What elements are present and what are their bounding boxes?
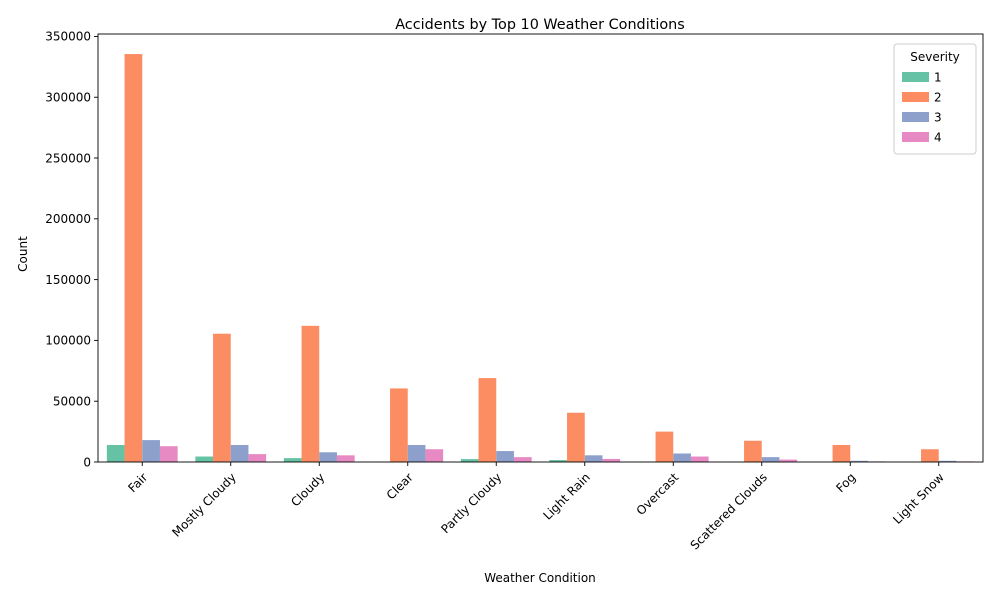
- y-axis-title: Count: [16, 236, 30, 272]
- x-axis: Fair Mostly Cloudy Cloudy Clear Partly Cloud…: [125, 462, 947, 553]
- y-tick-label: 50000: [53, 395, 91, 409]
- bar-scattered-clouds-severity-2: [744, 441, 762, 462]
- bar-clear-severity-4: [425, 449, 443, 462]
- legend-label-severity-2: 2: [934, 91, 942, 105]
- bar-cloudy-severity-1: [284, 458, 302, 462]
- x-tick-label: Mostly Cloudy: [169, 470, 238, 539]
- bar-partly-cloudy-severity-2: [479, 378, 497, 462]
- x-axis-title: Weather Condition: [484, 571, 596, 585]
- x-tick-label: Overcast: [634, 470, 682, 518]
- bar-fair-severity-3: [142, 440, 160, 462]
- y-axis: 0 50000 100000 150000 200000 250000 300000 3500…: [45, 30, 98, 470]
- y-tick-label: 300000: [45, 91, 91, 105]
- bar-light-rain-severity-2: [567, 413, 585, 462]
- legend-label-severity-3: 3: [934, 111, 942, 125]
- bar-overcast-severity-2: [656, 432, 674, 462]
- bar-light-snow-severity-2: [921, 449, 939, 462]
- legend: Severity 1 2 3 4: [894, 44, 976, 154]
- legend-title: Severity: [910, 50, 960, 64]
- bar-cloudy-severity-3: [319, 452, 337, 462]
- bar-overcast-severity-3: [673, 453, 691, 462]
- bars-layer: [107, 54, 974, 462]
- legend-label-severity-1: 1: [934, 71, 942, 85]
- bar-mostly-cloudy-severity-2: [213, 334, 231, 462]
- legend-swatch-severity-2: [902, 92, 929, 102]
- x-tick-label: Clear: [384, 470, 416, 502]
- y-tick-label: 250000: [45, 151, 91, 165]
- bar-cloudy-severity-2: [302, 326, 320, 462]
- bar-mostly-cloudy-severity-3: [231, 445, 249, 462]
- legend-swatch-severity-1: [902, 72, 929, 82]
- chart-title: Accidents by Top 10 Weather Conditions: [395, 17, 685, 33]
- bar-light-rain-severity-3: [585, 455, 603, 462]
- x-tick-label: Cloudy: [288, 470, 327, 509]
- bar-fog-severity-2: [833, 445, 851, 462]
- bar-mostly-cloudy-severity-4: [248, 454, 266, 462]
- x-tick-label: Light Snow: [890, 470, 947, 527]
- x-tick-label: Light Rain: [540, 470, 592, 522]
- y-tick-label: 200000: [45, 212, 91, 226]
- y-tick-label: 100000: [45, 334, 91, 348]
- legend-swatch-severity-4: [902, 132, 929, 142]
- bar-clear-severity-2: [390, 388, 408, 462]
- bar-cloudy-severity-4: [337, 455, 355, 462]
- bar-fair-severity-2: [125, 54, 143, 462]
- bar-overcast-severity-4: [691, 457, 709, 462]
- y-tick-label: 350000: [45, 30, 91, 44]
- bar-clear-severity-3: [408, 445, 426, 462]
- x-tick-label: Partly Cloudy: [438, 470, 504, 536]
- bar-fair-severity-1: [107, 445, 125, 462]
- x-tick-label: Fog: [833, 470, 858, 495]
- bar-mostly-cloudy-severity-1: [195, 457, 213, 462]
- bar-light-rain-severity-4: [602, 459, 620, 462]
- bar-scattered-clouds-severity-3: [762, 457, 780, 462]
- y-tick-label: 0: [83, 455, 91, 469]
- x-tick-label: Scattered Clouds: [688, 470, 770, 552]
- x-tick-label: Fair: [125, 470, 150, 495]
- bar-partly-cloudy-severity-4: [514, 457, 532, 462]
- y-tick-label: 150000: [45, 273, 91, 287]
- legend-swatch-severity-3: [902, 112, 929, 122]
- bar-fair-severity-4: [160, 446, 178, 462]
- bar-partly-cloudy-severity-3: [496, 451, 514, 462]
- legend-label-severity-4: 4: [934, 131, 942, 145]
